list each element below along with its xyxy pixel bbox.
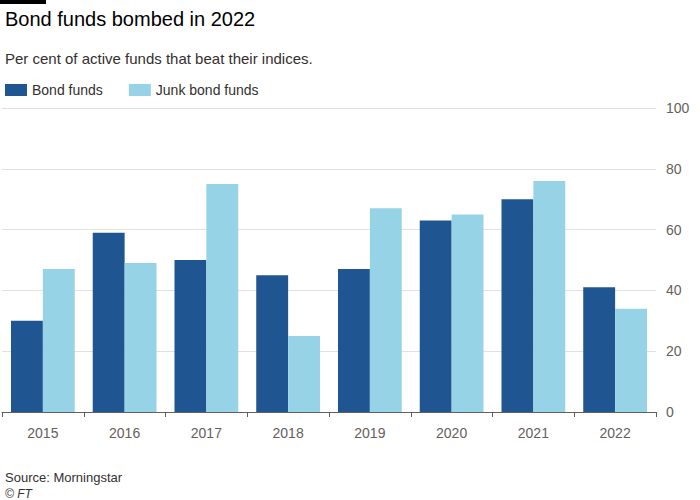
svg-text:Junk bond funds: Junk bond funds [156,82,259,98]
svg-text:Bond funds bombed in 2022: Bond funds bombed in 2022 [5,8,255,30]
svg-text:Bond funds: Bond funds [32,82,103,98]
svg-text:2022: 2022 [600,425,631,441]
svg-text:2015: 2015 [27,425,58,441]
svg-text:2021: 2021 [518,425,549,441]
svg-text:60: 60 [666,222,682,238]
svg-text:2020: 2020 [436,425,467,441]
svg-text:20: 20 [666,343,682,359]
svg-text:© FT: © FT [5,487,34,500]
svg-text:80: 80 [666,161,682,177]
svg-text:Source: Morningstar: Source: Morningstar [5,470,123,485]
svg-text:2019: 2019 [354,425,385,441]
svg-text:0: 0 [666,404,674,420]
svg-text:40: 40 [666,282,682,298]
svg-text:Per cent of active funds that: Per cent of active funds that beat their… [5,50,313,67]
svg-text:2016: 2016 [109,425,140,441]
svg-text:2018: 2018 [273,425,304,441]
svg-text:2017: 2017 [191,425,222,441]
svg-text:100: 100 [666,100,690,116]
